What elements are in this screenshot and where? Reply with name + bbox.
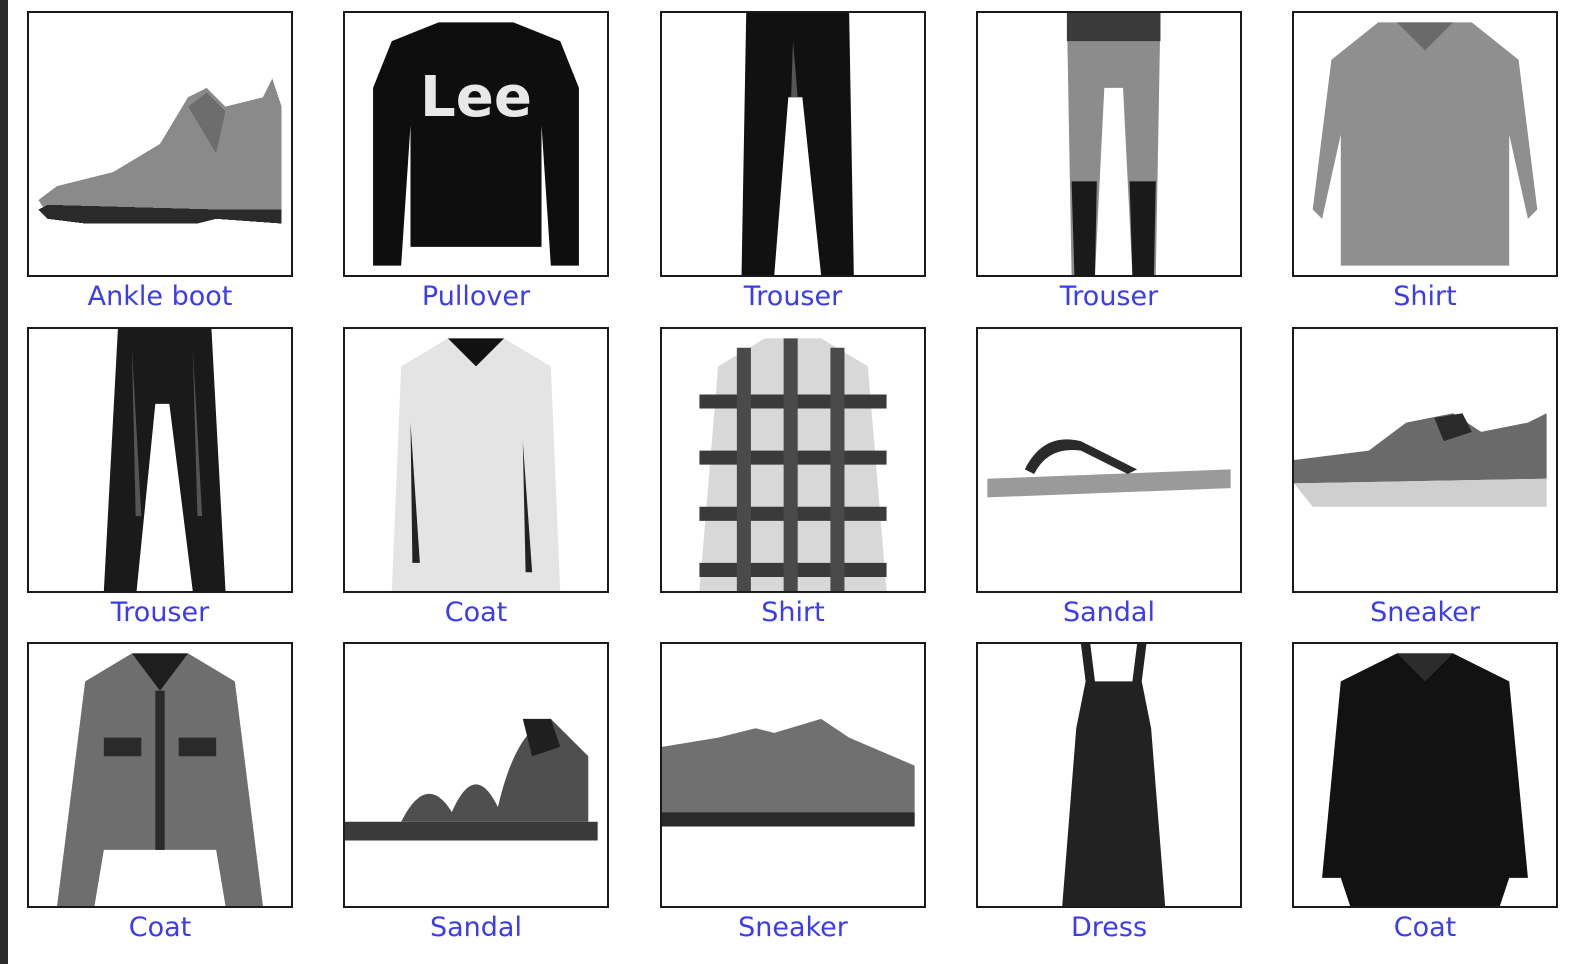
low-sneaker-icon	[660, 642, 926, 908]
pullover-icon: Lee	[343, 11, 609, 277]
grid-cell-label: Coat	[1393, 912, 1457, 943]
ankle-boot-icon	[27, 11, 293, 277]
grid-cell-2-3: Shirt	[660, 327, 926, 633]
flip-flop-sandal-icon	[976, 327, 1242, 593]
grid-cell-label: Coat	[128, 912, 192, 943]
grid-cell-2-4: Sandal	[976, 327, 1242, 633]
grid-cell-1-1: Ankle boot	[27, 11, 293, 317]
grid-cell-label: Coat	[444, 597, 508, 628]
trouser-icon	[27, 327, 293, 593]
grid-cell-1-2: Lee Pullover	[343, 11, 609, 317]
sneaker-icon	[1292, 327, 1558, 593]
grid-cell-label: Shirt	[761, 597, 825, 628]
plaid-shirt-icon	[660, 327, 926, 593]
pullover-print-text: Lee	[420, 65, 532, 130]
trouser-icon	[976, 11, 1242, 277]
grid-cell-label: Ankle boot	[87, 281, 233, 312]
coat-icon	[1292, 642, 1558, 908]
denim-jacket-icon	[27, 642, 293, 908]
grid-cell-3-3: Sneaker	[660, 642, 926, 948]
grid-cell-label: Sneaker	[738, 912, 848, 943]
grid-cell-2-5: Sneaker	[1292, 327, 1558, 633]
grid-cell-label: Dress	[1070, 912, 1148, 943]
image-grid-figure: Ankle boot Lee Pullover Trouser	[8, 0, 1590, 964]
grid-cell-label: Shirt	[1393, 281, 1457, 312]
grid-cell-2-1: Trouser	[27, 327, 293, 633]
grid-cell-3-5: Coat	[1292, 642, 1558, 948]
grid-cell-label: Trouser	[1059, 281, 1159, 312]
grid-cell-label: Pullover	[421, 281, 531, 312]
grid-cell-3-1: Coat	[27, 642, 293, 948]
grid-cell-1-4: Trouser	[976, 11, 1242, 317]
grid-cell-2-2: Coat	[343, 327, 609, 633]
grid-cell-label: Sneaker	[1370, 597, 1480, 628]
grid-cell-label: Sandal	[1063, 597, 1155, 628]
grid-cell-1-5: Shirt	[1292, 11, 1558, 317]
grid-cell-label: Sandal	[430, 912, 522, 943]
grid-cell-1-3: Trouser	[660, 11, 926, 317]
shirt-icon	[1292, 11, 1558, 277]
dress-icon	[976, 642, 1242, 908]
strappy-sandal-icon	[343, 642, 609, 908]
coat-icon	[343, 327, 609, 593]
grid-cell-label: Trouser	[110, 597, 210, 628]
trouser-icon	[660, 11, 926, 277]
grid-cell-3-2: Sandal	[343, 642, 609, 948]
grid-cell-label: Trouser	[743, 281, 843, 312]
grid-cell-3-4: Dress	[976, 642, 1242, 948]
